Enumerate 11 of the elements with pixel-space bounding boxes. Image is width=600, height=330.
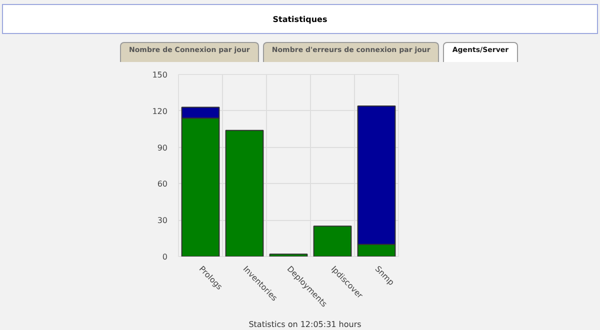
y-tick-label: 120 (152, 106, 168, 116)
y-tick-label: 60 (157, 180, 168, 189)
y-tick-label: 30 (157, 216, 168, 226)
chart-title: Statistiques (272, 14, 328, 26)
y-tick-label: 90 (157, 143, 168, 152)
bar (313, 226, 352, 256)
bar (225, 130, 264, 256)
y-tick-label: 0 (162, 252, 168, 262)
text: Statistics on 12:05:31 hours (248, 319, 362, 330)
bar (269, 254, 308, 256)
y-tick-label: 150 (152, 70, 168, 80)
